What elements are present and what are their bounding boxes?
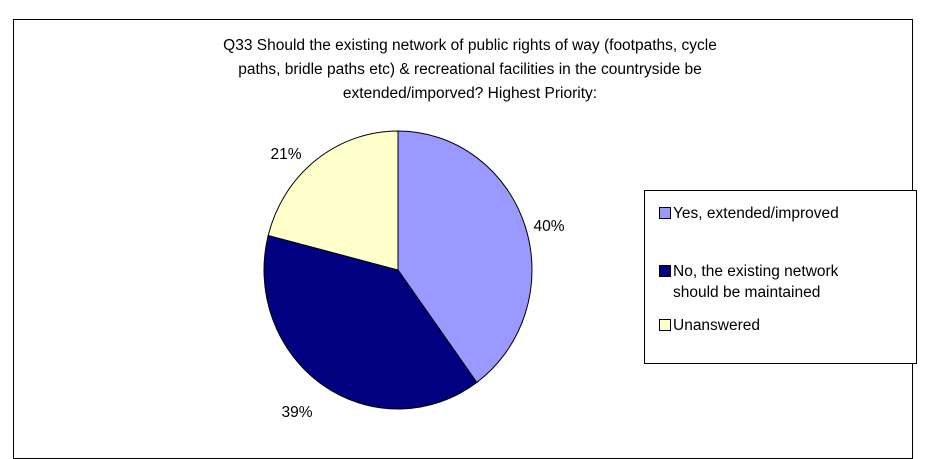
legend: Yes, extended/improved No, the existing … bbox=[644, 190, 917, 364]
chart-title-line-3: extended/imporved? Highest Priority: bbox=[342, 85, 598, 102]
pie-slice-no bbox=[263, 234, 478, 410]
data-label-unanswered: 21% bbox=[270, 146, 301, 163]
legend-swatch-unanswered bbox=[659, 319, 671, 331]
legend-label-unanswered: Unanswered bbox=[673, 317, 761, 334]
legend-item-no: No, the existing network should be maint… bbox=[659, 261, 838, 303]
chart-title: Q33 Should the existing network of publi… bbox=[0, 34, 940, 106]
data-label-no: 39% bbox=[281, 404, 312, 421]
legend-swatch-yes bbox=[659, 207, 671, 219]
legend-label-yes: Yes, extended/improved bbox=[673, 205, 839, 222]
legend-item-yes: Yes, extended/improved bbox=[659, 203, 839, 224]
legend-label-no-line-2: should be maintained bbox=[673, 284, 821, 301]
pie-slice-yes bbox=[397, 130, 533, 384]
chart-title-line-1: Q33 Should the existing network of publi… bbox=[223, 37, 717, 54]
chart-title-line-2: paths, bridle paths etc) & recreational … bbox=[238, 61, 702, 78]
pie-slice-unanswered bbox=[267, 130, 399, 271]
legend-label-no-line-1: No, the existing network bbox=[673, 263, 839, 280]
legend-item-unanswered: Unanswered bbox=[659, 315, 760, 336]
data-label-yes: 40% bbox=[533, 218, 564, 235]
legend-swatch-no bbox=[659, 265, 671, 277]
